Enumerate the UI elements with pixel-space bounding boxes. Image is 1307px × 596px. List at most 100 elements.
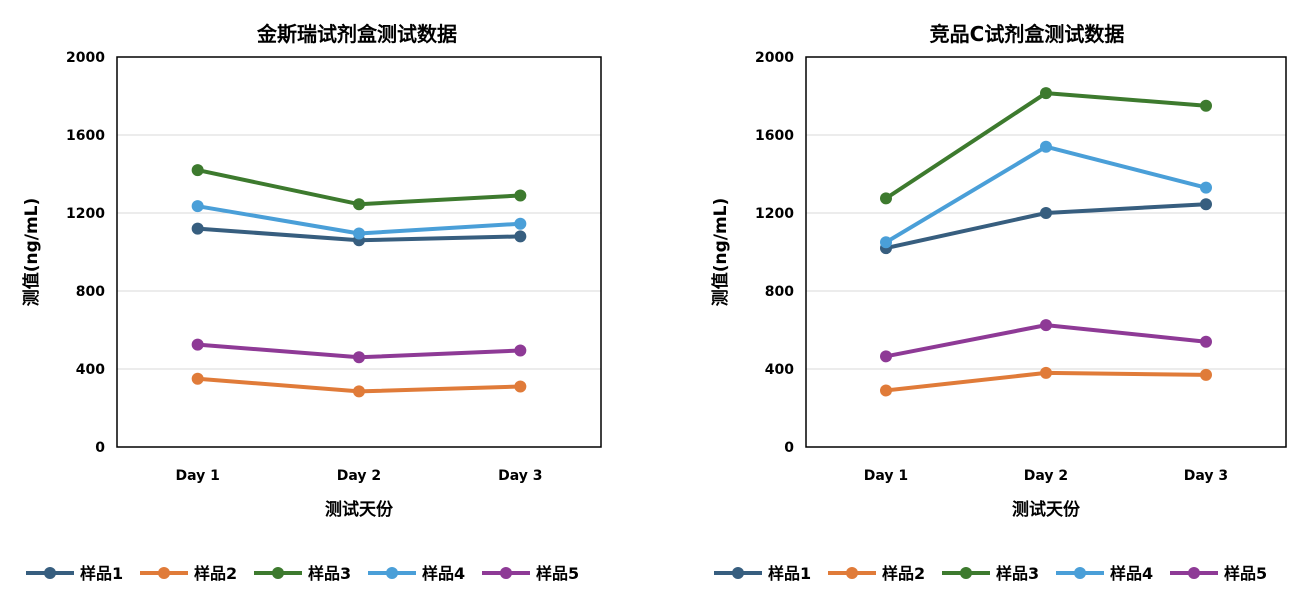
data-point bbox=[514, 230, 527, 243]
data-point bbox=[353, 198, 365, 211]
plot-area-frame bbox=[805, 56, 1287, 448]
legend-label: 样品5 bbox=[536, 564, 579, 583]
legend-item: 样品2 bbox=[140, 564, 237, 583]
legend-swatch-marker bbox=[386, 567, 398, 579]
data-point bbox=[191, 164, 204, 177]
legend-swatch-marker bbox=[272, 567, 284, 579]
legend-swatch-marker bbox=[732, 567, 744, 579]
legend-label: 样品3 bbox=[308, 564, 351, 583]
legend-item: 样品5 bbox=[482, 564, 579, 583]
series-line bbox=[884, 144, 1208, 245]
y-tick-label: 2000 bbox=[66, 50, 105, 66]
x-axis-label: 测试天份 bbox=[325, 499, 394, 520]
y-axis-label: 测值(ng/mL) bbox=[21, 198, 42, 307]
data-point bbox=[1040, 207, 1052, 219]
legend-swatch-marker bbox=[500, 567, 512, 579]
legend-item: 样品5 bbox=[1170, 564, 1267, 583]
data-point bbox=[191, 372, 204, 385]
x-tick-label: Day 1 bbox=[864, 468, 908, 484]
legend-label: 样品2 bbox=[882, 564, 925, 583]
series-1 bbox=[880, 198, 1212, 255]
y-tick-label: 2000 bbox=[755, 50, 794, 66]
data-point bbox=[880, 384, 892, 397]
y-tick-label: 0 bbox=[95, 440, 105, 456]
legend: 样品1 样品2 样品3 样品4 样品5 bbox=[714, 564, 1267, 583]
chart-1: 金斯瑞试剂盒测试数据 0 400 800 1200 1600 2000 Day 1 Day 2 D… bbox=[21, 22, 602, 583]
legend-swatch-marker bbox=[44, 567, 56, 579]
series-3 bbox=[191, 164, 527, 211]
data-point bbox=[1040, 366, 1052, 379]
series-5 bbox=[880, 319, 1212, 363]
y-tick-label: 800 bbox=[765, 284, 794, 300]
legend-swatch-marker bbox=[846, 567, 858, 579]
legend-label: 样品1 bbox=[768, 564, 811, 583]
legend-item: 样品3 bbox=[254, 564, 351, 583]
y-axis-label: 测值(ng/mL) bbox=[710, 198, 731, 307]
legend-label: 样品3 bbox=[996, 564, 1039, 583]
x-axis-label: 测试天份 bbox=[1012, 499, 1081, 520]
data-point bbox=[1040, 140, 1052, 153]
data-point bbox=[880, 236, 892, 249]
legend-item: 样品2 bbox=[828, 564, 925, 583]
series-5 bbox=[191, 338, 527, 364]
y-tick-label: 800 bbox=[76, 284, 105, 300]
legend-item: 样品1 bbox=[26, 564, 123, 583]
legend-swatch-marker bbox=[1188, 567, 1200, 579]
data-point bbox=[514, 344, 527, 357]
series-4 bbox=[191, 200, 527, 240]
x-tick-label: Day 2 bbox=[337, 468, 381, 484]
legend-swatch-marker bbox=[960, 567, 972, 579]
legend-label: 样品2 bbox=[194, 564, 237, 583]
series-2 bbox=[880, 366, 1212, 397]
legend-swatch-marker bbox=[1074, 567, 1086, 579]
data-point bbox=[1040, 87, 1052, 100]
data-point bbox=[514, 380, 527, 393]
data-point bbox=[1200, 181, 1212, 194]
legend-label: 样品4 bbox=[422, 564, 465, 583]
y-tick-label: 400 bbox=[765, 362, 794, 378]
x-tick-label: Day 1 bbox=[175, 468, 219, 484]
data-point bbox=[353, 385, 365, 398]
legend-item: 样品4 bbox=[1056, 564, 1153, 583]
data-point bbox=[1200, 99, 1212, 112]
chart-title: 竞品C试剂盒测试数据 bbox=[930, 22, 1125, 46]
x-tick-label: Day 3 bbox=[1184, 468, 1228, 484]
data-point bbox=[353, 351, 365, 364]
y-tick-label: 400 bbox=[76, 362, 105, 378]
x-tick-label: Day 2 bbox=[1024, 468, 1068, 484]
legend-label: 样品5 bbox=[1224, 564, 1267, 583]
y-tick-label: 1600 bbox=[755, 128, 794, 144]
legend-swatch-marker bbox=[158, 567, 170, 579]
data-point bbox=[514, 217, 527, 230]
y-tick-label: 1200 bbox=[66, 206, 105, 222]
data-point bbox=[1200, 198, 1212, 211]
y-tick-label: 0 bbox=[784, 440, 794, 456]
data-point bbox=[191, 200, 204, 213]
series-3 bbox=[880, 87, 1212, 205]
data-point bbox=[191, 222, 204, 235]
legend-item: 样品1 bbox=[714, 564, 811, 583]
plot-area-frame bbox=[116, 56, 602, 448]
legend-label: 样品4 bbox=[1110, 564, 1153, 583]
y-tick-label: 1600 bbox=[66, 128, 105, 144]
y-tick-label: 1200 bbox=[755, 206, 794, 222]
x-tick-label: Day 3 bbox=[498, 468, 542, 484]
series-4 bbox=[880, 140, 1212, 249]
legend-item: 样品3 bbox=[942, 564, 1039, 583]
data-point bbox=[1040, 319, 1052, 332]
legend-item: 样品4 bbox=[368, 564, 465, 583]
legend-label: 样品1 bbox=[80, 564, 123, 583]
series-2 bbox=[191, 372, 527, 398]
data-point bbox=[880, 192, 892, 205]
data-point bbox=[191, 338, 204, 351]
data-point bbox=[514, 189, 527, 202]
chart-2: 竞品C试剂盒测试数据 0 400 800 1200 1600 2000 Day 1 Day 2 D… bbox=[710, 22, 1287, 583]
legend: 样品1 样品2 样品3 样品4 样品5 bbox=[26, 564, 579, 583]
data-point bbox=[353, 227, 365, 240]
data-point bbox=[1200, 335, 1212, 348]
chart-title: 金斯瑞试剂盒测试数据 bbox=[256, 22, 457, 46]
data-point bbox=[1200, 368, 1212, 381]
data-point bbox=[880, 350, 892, 363]
